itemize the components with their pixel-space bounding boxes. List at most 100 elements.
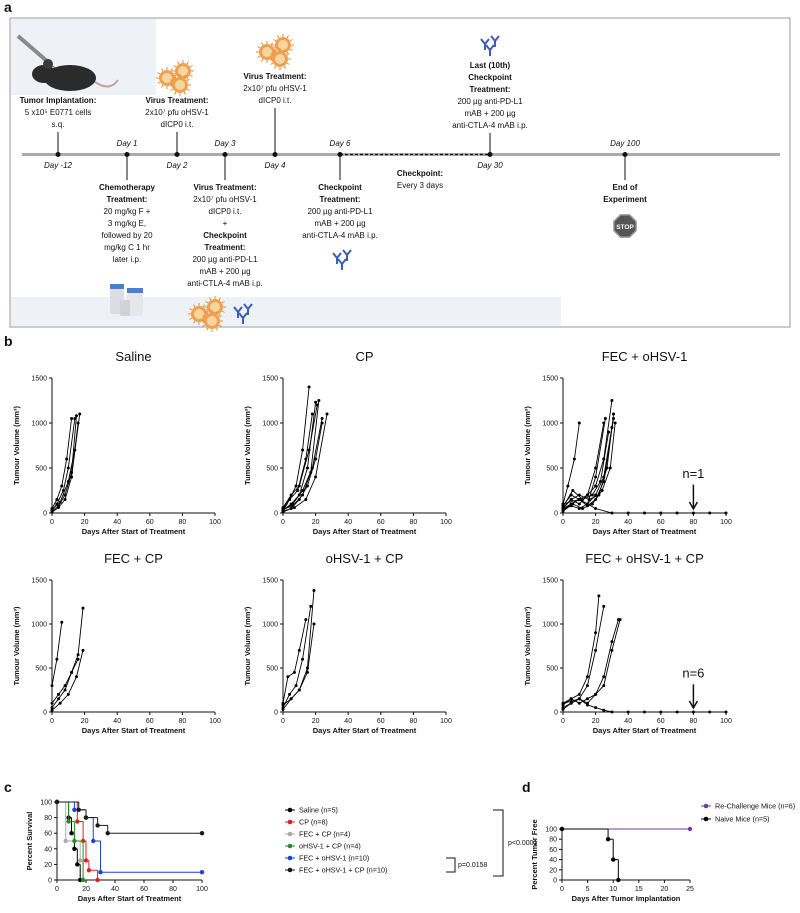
data-point <box>607 430 611 434</box>
data-point <box>603 417 607 420</box>
y-tick-label: 0 <box>554 710 558 717</box>
event-text: 200 µg anti-PD-L1 <box>457 97 523 106</box>
legend-marker <box>287 855 293 861</box>
legend-marker <box>287 807 293 813</box>
annotation: n=6 <box>682 666 704 681</box>
data-point <box>613 421 617 425</box>
data-point <box>63 688 67 692</box>
x-tick-label: 5 <box>586 886 590 893</box>
x-tick-label: 0 <box>281 519 285 526</box>
x-axis-title: Days After Start of Treatment <box>313 527 417 536</box>
event-text: mAB + 200 µg <box>199 267 250 276</box>
virus-spike <box>286 62 290 65</box>
data-point <box>301 489 305 492</box>
data-point <box>616 877 621 883</box>
data-point <box>577 697 581 701</box>
legend-label: CP (n=8) <box>299 818 328 827</box>
antibody <box>243 303 253 315</box>
data-point <box>76 807 81 812</box>
virus-spike <box>189 308 193 311</box>
event-text: 2x10⁷ pfu oHSV-1 <box>193 195 257 204</box>
chart-title: FEC + oHSV-1 <box>602 349 688 364</box>
y-axis-title: Tumour Volume (mm³) <box>243 406 252 485</box>
data-point <box>55 498 59 501</box>
data-point <box>83 815 89 820</box>
mouse-icon <box>16 34 119 91</box>
data-point <box>571 489 575 492</box>
day-label: Day 30 <box>477 161 503 170</box>
virus-spike <box>277 35 280 39</box>
data-point <box>296 489 300 492</box>
virus-spike <box>209 297 212 301</box>
data-point <box>594 484 598 488</box>
x-tick-label: 0 <box>281 718 285 725</box>
timeline-dot <box>222 152 228 157</box>
data-point <box>602 480 606 483</box>
data-point <box>292 670 296 674</box>
x-tick-label: 40 <box>624 519 632 526</box>
x-tick-label: 0 <box>50 519 54 526</box>
y-tick-label: 1500 <box>262 578 278 585</box>
data-point <box>577 507 581 510</box>
background-patch <box>11 297 561 326</box>
panel-label: b <box>4 333 13 349</box>
chart-title: CP <box>355 349 373 364</box>
data-point <box>708 710 712 714</box>
data-point <box>309 604 313 608</box>
data-point <box>72 807 77 812</box>
data-point <box>74 675 78 679</box>
virus-spike <box>215 327 218 331</box>
virus-spike <box>186 79 190 82</box>
virus-spike <box>189 317 193 320</box>
data-point <box>581 498 585 501</box>
x-tick-label: 40 <box>111 886 119 893</box>
x-tick-label: 20 <box>81 718 89 725</box>
data-point <box>577 498 581 501</box>
virus-core <box>210 302 220 312</box>
data-point <box>310 466 314 470</box>
antibody <box>490 35 500 47</box>
data-point <box>50 708 54 712</box>
data-point <box>292 506 296 510</box>
antibody <box>238 312 248 324</box>
data-point <box>76 421 80 425</box>
data-point <box>561 701 565 705</box>
virus-spike <box>215 311 218 315</box>
antibody <box>233 306 243 318</box>
virus-spike <box>221 301 225 304</box>
data-point <box>610 710 614 714</box>
data-point <box>73 417 77 420</box>
event-text: + <box>223 219 228 228</box>
virus-core <box>262 47 272 57</box>
series-line <box>51 622 63 686</box>
y-axis-title: Tumour Volume (mm³) <box>523 606 532 685</box>
data-point <box>294 684 298 688</box>
virus-spike <box>189 65 193 68</box>
data-point <box>307 448 311 452</box>
data-point <box>602 684 606 688</box>
data-point <box>561 707 565 711</box>
data-point <box>58 701 62 705</box>
event-text: Treatment: <box>320 195 361 204</box>
virus-core <box>207 316 217 326</box>
data-point <box>70 475 74 479</box>
mouse-body <box>44 65 96 91</box>
legend-label: oHSV-1 + CP (n=4) <box>299 842 361 851</box>
x-axis-title: Days After Tumor Implantation <box>572 894 681 903</box>
data-point <box>724 511 728 515</box>
day-label: Day 2 <box>167 161 188 170</box>
legend-marker <box>703 803 709 809</box>
virus-spike <box>283 65 286 69</box>
data-point <box>301 657 305 661</box>
virus-spike <box>170 68 173 72</box>
mouse-ear <box>43 59 53 69</box>
data-point <box>608 466 612 470</box>
virus-spike <box>170 88 174 91</box>
data-point <box>199 870 205 875</box>
data-point <box>70 417 74 420</box>
data-point <box>288 692 292 696</box>
data-point <box>305 484 309 488</box>
virus-spike <box>274 65 277 69</box>
y-axis-title: Percent Survival <box>25 812 34 871</box>
interval-note: Checkpoint: <box>397 169 443 178</box>
